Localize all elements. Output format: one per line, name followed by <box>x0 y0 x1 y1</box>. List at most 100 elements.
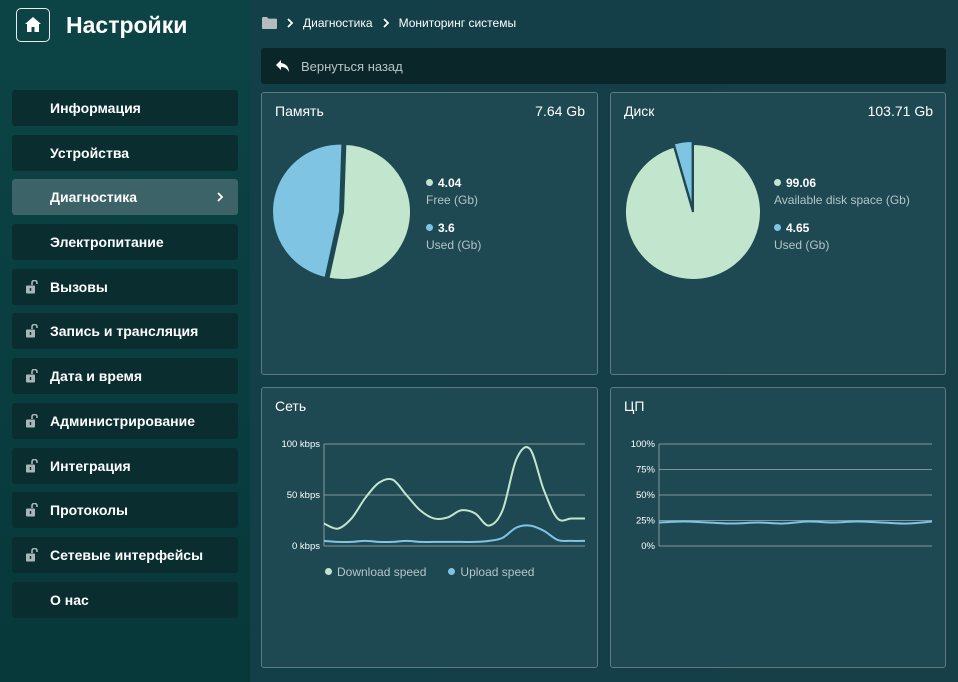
disk-used-label: Used (Gb) <box>774 238 830 252</box>
chevron-right-icon <box>216 190 224 206</box>
back-label: Вернуться назад <box>301 58 403 74</box>
network-line-chart: 0 kbps 50 kbps 100 kbps <box>281 439 586 552</box>
legend-dot <box>774 224 781 232</box>
sidebar-item-8[interactable]: Интеграция <box>12 447 238 484</box>
sidebar-item-7[interactable]: Администрирование <box>12 402 238 439</box>
pie-slice-1[interactable] <box>273 142 344 280</box>
sidebar-item-label: Диагностика <box>50 189 138 206</box>
y-tick-label: 100 kbps <box>281 439 320 450</box>
download-legend-label: Download speed <box>337 565 427 579</box>
memory-free-value: 4.04 <box>438 176 462 190</box>
memory-used-label: Used (Gb) <box>426 238 482 252</box>
folder-icon[interactable] <box>262 17 277 29</box>
lock-icon <box>25 324 39 341</box>
sidebar-item-label: Устройства <box>50 144 130 161</box>
legend-dot <box>774 179 781 187</box>
network-panel: Сеть 0 kbps 50 kbps 100 kbps Download spee… <box>261 387 598 668</box>
y-tick-label: 50 kbps <box>287 490 321 501</box>
y-tick-label: 50% <box>636 490 656 501</box>
memory-used-value: 3.6 <box>438 221 455 235</box>
cpu-panel: ЦП 0% 25% 50% 75% 100% <box>610 387 946 668</box>
network-legend: Download speed Upload speed <box>325 565 556 579</box>
sidebar-item-label: Информация <box>50 100 141 116</box>
upload-legend-label: Upload speed <box>460 565 535 579</box>
chevron-right-icon <box>286 18 294 28</box>
series-line-1 <box>323 524 586 544</box>
sidebar-item-9[interactable]: Протоколы <box>12 492 238 529</box>
legend-dot <box>426 224 433 232</box>
sidebar-item-1[interactable]: Устройства <box>12 134 238 171</box>
main-content: Диагностика Мониторинг системы Вернуться… <box>250 0 958 682</box>
disk-used-value: 4.65 <box>786 221 810 235</box>
disk-available-value: 99.06 <box>786 176 817 190</box>
sidebar-item-4[interactable]: Вызовы <box>12 268 238 305</box>
legend-item-free: 4.04 Free (Gb) <box>426 176 481 207</box>
sidebar-item-label: Вызовы <box>50 278 108 295</box>
sidebar-item-label: Запись и трансляция <box>50 323 199 340</box>
disk-legend: 99.06 Available disk space (Gb) 4.65 Use… <box>774 176 910 266</box>
disk-title: Диск <box>624 103 655 119</box>
breadcrumb-system-monitoring: Мониторинг системы <box>398 16 517 30</box>
disk-panel: Диск 103.71 Gb 99.06 Available disk spac… <box>610 92 946 375</box>
pie-slice-0[interactable] <box>327 143 412 281</box>
app-title: Настройки <box>66 11 188 38</box>
legend-dot <box>448 568 456 576</box>
back-arrow-icon <box>276 60 289 72</box>
y-tick-label: 75% <box>636 465 656 476</box>
y-tick-label: 100% <box>631 439 656 450</box>
series-line-0 <box>658 520 933 525</box>
pie-slice-1[interactable] <box>672 142 694 210</box>
breadcrumb-diagnostics[interactable]: Диагностика <box>303 16 373 30</box>
breadcrumb: Диагностика Мониторинг системы <box>262 14 516 32</box>
memory-panel: Память 7.64 Gb 4.04 Free (Gb) 3.6 Used (… <box>261 92 598 375</box>
home-button[interactable] <box>16 8 50 42</box>
memory-total: 7.64 Gb <box>535 103 585 119</box>
chevron-right-icon <box>382 18 390 28</box>
sidebar-item-3[interactable]: Электропитание <box>12 224 238 261</box>
back-button[interactable]: Вернуться назад <box>261 48 946 84</box>
app-header: Настройки <box>16 6 187 44</box>
sidebar-item-6[interactable]: Дата и время <box>12 358 238 395</box>
sidebar-item-10[interactable]: Сетевые интерфейсы <box>12 536 238 573</box>
memory-free-label: Free (Gb) <box>426 193 479 207</box>
pie-slice-0[interactable] <box>624 142 762 281</box>
disk-pie-chart <box>624 142 762 281</box>
legend-dot <box>325 568 332 576</box>
sidebar-item-label: Электропитание <box>50 234 164 251</box>
legend-item-available: 99.06 Available disk space (Gb) <box>774 176 910 207</box>
memory-legend: 4.04 Free (Gb) 3.6 Used (Gb) <box>426 176 481 266</box>
legend-item-upload: Upload speed <box>448 565 534 579</box>
sidebar-item-label: О нас <box>50 591 89 608</box>
sidebar-item-label: Протоколы <box>50 502 128 519</box>
y-tick-label: 25% <box>636 516 656 527</box>
lock-icon <box>25 502 39 520</box>
legend-item-used: 4.65 Used (Gb) <box>774 221 910 252</box>
sidebar-item-11[interactable]: О нас <box>12 581 238 618</box>
series-line-0 <box>323 446 585 530</box>
sidebar-item-label: Администрирование <box>50 412 195 429</box>
home-icon <box>25 17 41 32</box>
disk-available-label: Available disk space (Gb) <box>774 193 910 207</box>
lock-icon <box>25 547 39 565</box>
sidebar: Настройки Информация Устройства Диагностик… <box>0 0 250 682</box>
cpu-title: ЦП <box>624 398 645 414</box>
lock-icon <box>25 279 39 297</box>
sidebar-item-label: Интеграция <box>50 457 131 474</box>
sidebar-item-label: Дата и время <box>50 368 143 385</box>
y-tick-label: 0 kbps <box>292 541 320 552</box>
memory-title: Память <box>275 103 324 119</box>
legend-item-download: Download speed <box>325 565 426 579</box>
sidebar-item-5[interactable]: Запись и трансляция <box>12 313 238 350</box>
sidebar-item-0[interactable]: Информация <box>12 90 238 126</box>
legend-dot <box>426 179 433 187</box>
sidebar-item-2[interactable]: Диагностика <box>12 179 238 216</box>
lock-icon <box>25 458 39 476</box>
memory-pie-chart <box>273 142 412 281</box>
sidebar-item-label: Сетевые интерфейсы <box>50 546 204 563</box>
lock-icon <box>25 368 39 386</box>
legend-item-used: 3.6 Used (Gb) <box>426 221 481 252</box>
cpu-line-chart: 0% 25% 50% 75% 100% <box>631 439 933 552</box>
sidebar-menu: Информация Устройства Диагностика Электропи… <box>12 90 238 626</box>
y-tick-label: 0% <box>641 541 655 552</box>
network-title: Сеть <box>275 398 307 414</box>
